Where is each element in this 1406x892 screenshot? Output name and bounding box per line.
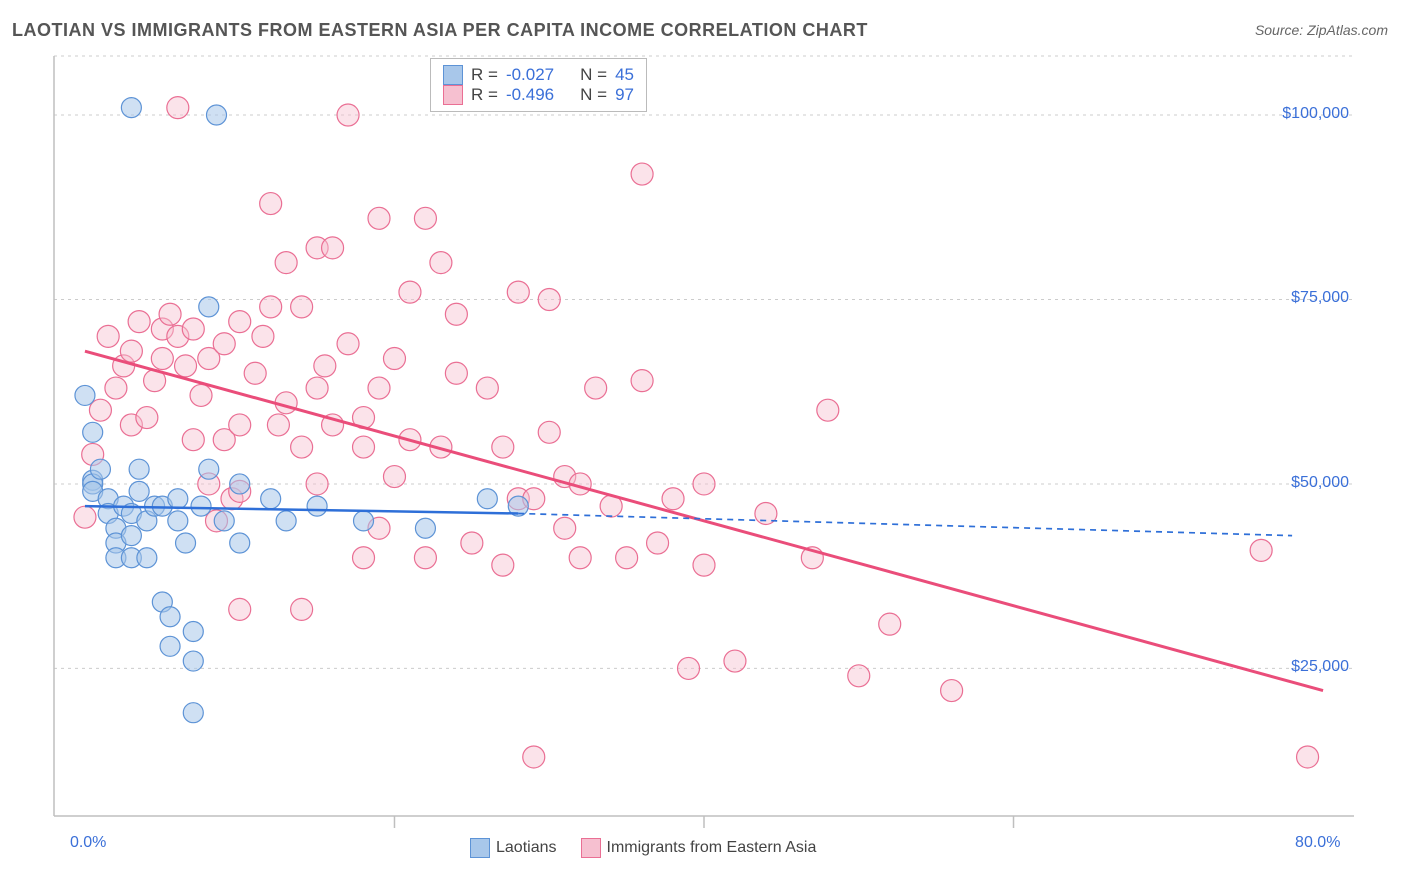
y-tick-label: $50,000 xyxy=(1254,474,1349,492)
x-axis-max-label: 80.0% xyxy=(1295,834,1340,852)
n-label: N = xyxy=(580,65,607,85)
legend-label: Immigrants from Eastern Asia xyxy=(607,839,817,856)
legend-swatch xyxy=(581,838,601,858)
stats-legend-box: R = -0.027 N = 45 R = -0.496 N = 97 xyxy=(430,58,647,112)
legend-swatch xyxy=(443,65,463,85)
n-label: N = xyxy=(580,85,607,105)
x-axis-min-label: 0.0% xyxy=(70,834,106,852)
r-value: -0.496 xyxy=(506,85,554,105)
stats-row: R = -0.496 N = 97 xyxy=(443,85,634,105)
legend-item: Laotians xyxy=(470,838,557,858)
y-tick-label: $75,000 xyxy=(1254,289,1349,307)
scatter-chart xyxy=(0,0,1406,892)
bottom-legend: Laotians Immigrants from Eastern Asia xyxy=(470,838,816,858)
legend-swatch xyxy=(443,85,463,105)
r-label: R = xyxy=(471,65,498,85)
legend-label: Laotians xyxy=(496,839,557,856)
legend-swatch xyxy=(470,838,490,858)
n-value: 45 xyxy=(615,65,634,85)
y-tick-label: $25,000 xyxy=(1254,658,1349,676)
r-label: R = xyxy=(471,85,498,105)
stats-row: R = -0.027 N = 45 xyxy=(443,65,634,85)
n-value: 97 xyxy=(615,85,634,105)
legend-item: Immigrants from Eastern Asia xyxy=(581,838,817,858)
chart-container: LAOTIAN VS IMMIGRANTS FROM EASTERN ASIA … xyxy=(0,0,1406,892)
y-tick-label: $100,000 xyxy=(1254,105,1349,123)
r-value: -0.027 xyxy=(506,65,554,85)
